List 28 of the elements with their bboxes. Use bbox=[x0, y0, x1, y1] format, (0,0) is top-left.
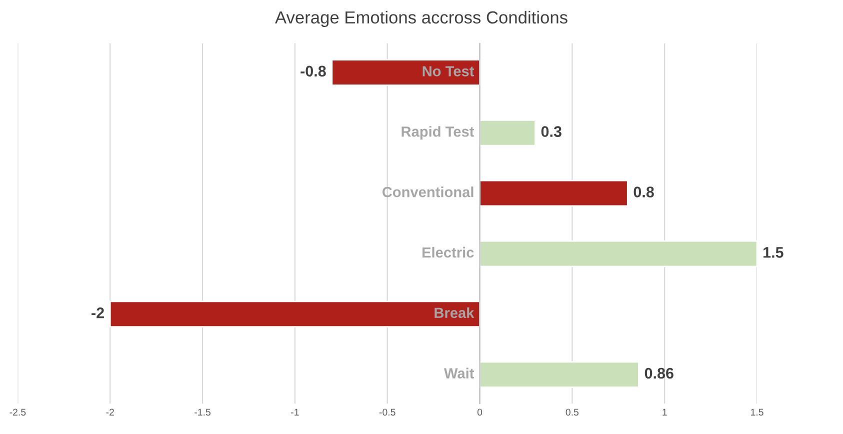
data-label: 1.5 bbox=[764, 247, 784, 258]
data-label: 0.86 bbox=[644, 368, 674, 379]
x-tick-label: 1 bbox=[662, 408, 667, 416]
bar bbox=[109, 300, 480, 328]
y-tick-label: No Test bbox=[422, 66, 474, 76]
x-tick-label: -1.5 bbox=[194, 408, 210, 416]
data-label: 0.3 bbox=[541, 126, 562, 138]
x-tick-label: 1.5 bbox=[751, 408, 764, 416]
x-tick-label: -1 bbox=[291, 408, 299, 416]
y-tick-label: Rapid Test bbox=[402, 126, 474, 140]
chart-title: Average Emotions accross Conditions bbox=[275, 10, 568, 28]
y-tick-label: Conventional bbox=[382, 186, 474, 198]
bar bbox=[479, 361, 640, 388]
bar bbox=[479, 120, 536, 146]
bar bbox=[479, 240, 758, 268]
x-tick-label: -0.5 bbox=[379, 408, 396, 416]
y-tick-label: Wait bbox=[444, 368, 474, 378]
x-tick-label: -2.5 bbox=[10, 408, 26, 416]
y-tick-label: Break bbox=[434, 307, 474, 318]
bar bbox=[331, 59, 480, 86]
data-label: -2 bbox=[92, 307, 104, 318]
bar bbox=[479, 180, 628, 207]
x-tick-label: 0.5 bbox=[566, 408, 579, 416]
y-tick-label: Electric bbox=[422, 246, 474, 258]
x-tick-label: -2 bbox=[106, 408, 114, 416]
data-label: -0.8 bbox=[300, 66, 326, 77]
x-tick-label: 0 bbox=[477, 408, 482, 416]
data-label: 0.8 bbox=[634, 186, 654, 198]
